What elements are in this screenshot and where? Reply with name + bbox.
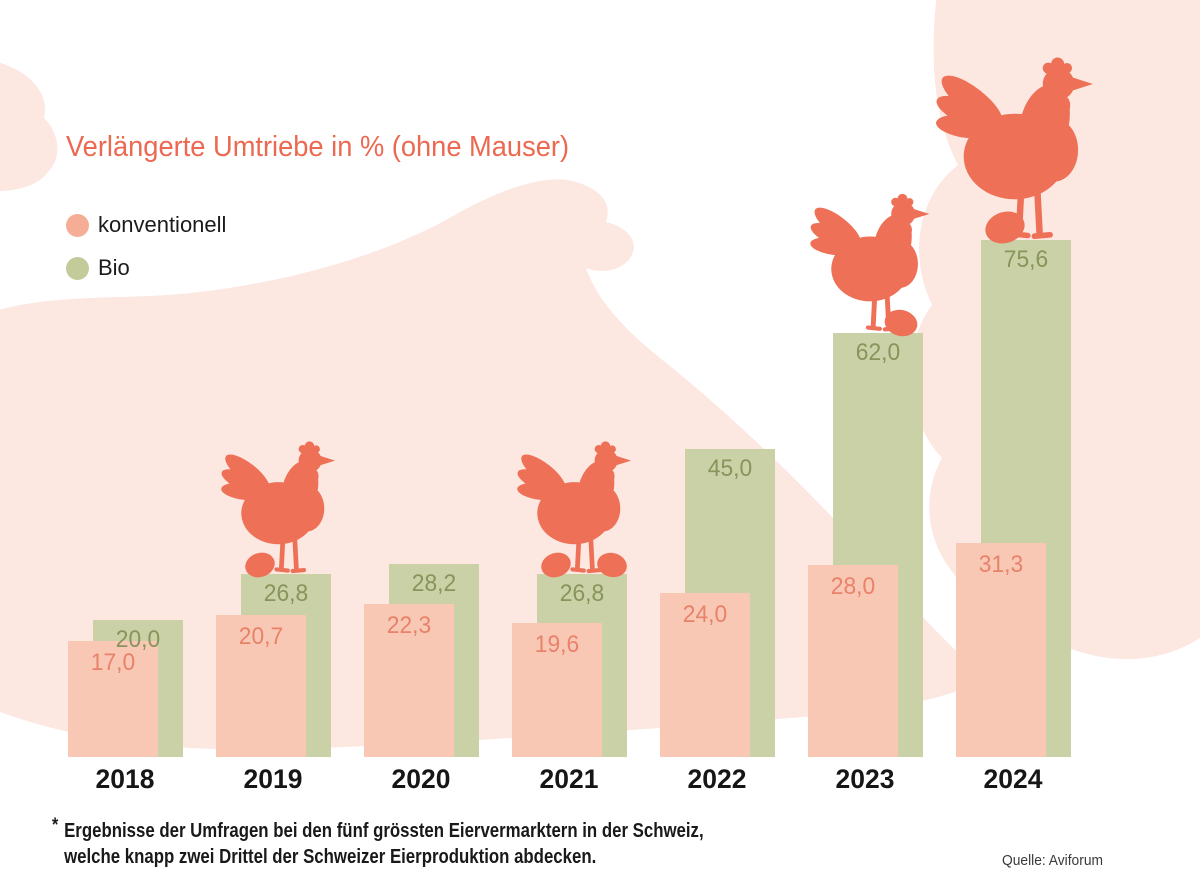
konventionell-color-dot-icon xyxy=(66,213,89,237)
footnote-line-2: welche knapp zwei Drittel der Schweizer … xyxy=(64,846,597,868)
value-label-bio-2023: 62,0 xyxy=(855,339,901,366)
axis-label-2024: 2024 xyxy=(983,764,1043,794)
axis-label-2018: 2018 xyxy=(95,764,155,794)
legend-label-bio: Bio xyxy=(98,255,130,280)
value-label-bio-2024: 75,6 xyxy=(1003,246,1049,273)
legend-label-konventionell: konventionell xyxy=(98,212,227,237)
footnote-line-1: Ergebnisse der Umfragen bei den fünf grö… xyxy=(64,820,704,842)
value-label-konventionell-2024: 31,3 xyxy=(978,551,1024,578)
value-label-bio-2019: 26,8 xyxy=(263,580,309,607)
footnote-text: Ergebnisse der Umfragen bei den fünf grö… xyxy=(64,818,704,870)
axis-label-2019: 2019 xyxy=(243,764,303,794)
value-label-konventionell-2019: 20,7 xyxy=(238,623,284,650)
value-label-bio-2020: 28,2 xyxy=(411,570,457,597)
value-label-bio-2021: 26,8 xyxy=(559,580,605,607)
legend-item-bio: Bio xyxy=(66,255,226,280)
footnote-asterisk: * xyxy=(52,815,59,836)
value-label-bio-2022: 45,0 xyxy=(707,455,753,482)
bio-color-dot-icon xyxy=(66,256,89,280)
axis-label-2020: 2020 xyxy=(391,764,451,794)
footnote: * Ergebnisse der Umfragen bei den fünf g… xyxy=(52,815,704,870)
value-label-konventionell-2018: 17,0 xyxy=(90,649,136,676)
axis-label-2021: 2021 xyxy=(539,764,599,794)
axis-label-2023: 2023 xyxy=(835,764,895,794)
source-credit: Quelle: Aviforum xyxy=(1002,852,1103,869)
value-label-konventionell-2022: 24,0 xyxy=(682,601,728,628)
axis-label-2022: 2022 xyxy=(687,764,747,794)
value-label-konventionell-2021: 19,6 xyxy=(534,631,580,658)
legend: konventionell Bio xyxy=(66,212,227,299)
value-label-konventionell-2020: 22,3 xyxy=(386,612,432,639)
legend-item-konventionell: konventionell xyxy=(66,212,227,237)
chart-title: Verlängerte Umtriebe in % (ohne Mauser) xyxy=(66,131,570,163)
value-label-konventionell-2023: 28,0 xyxy=(830,573,876,600)
